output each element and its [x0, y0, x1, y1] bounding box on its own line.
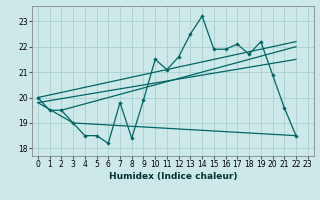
X-axis label: Humidex (Indice chaleur): Humidex (Indice chaleur) [108, 172, 237, 181]
